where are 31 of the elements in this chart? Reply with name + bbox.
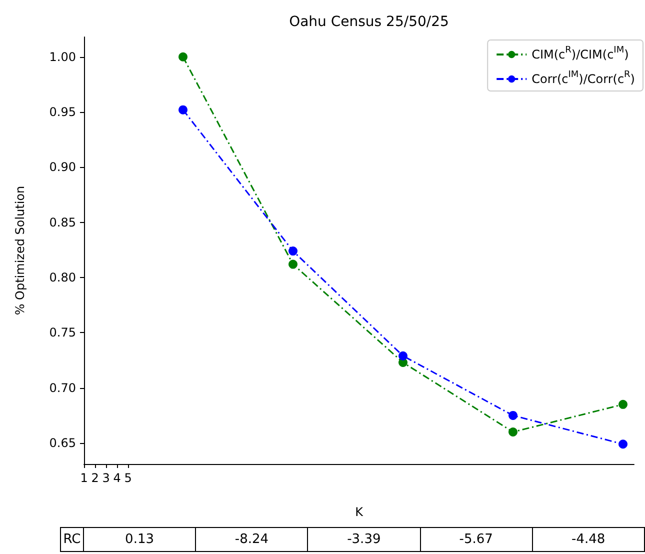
point [618,440,628,449]
x-tick-label: 2 [91,471,99,485]
y-tick-label: 0.75 [49,326,76,340]
point [508,410,518,420]
y-tick-label: 0.90 [49,160,76,174]
y-tick-label: 0.70 [49,380,76,395]
y-tick-label: 0.65 [49,436,76,450]
text: RC [60,528,84,552]
point [288,246,298,256]
y-tick-label: 1.00 [49,50,76,64]
text: -3.39 [308,528,420,552]
point [178,105,188,114]
text: 0.13 [83,528,196,552]
x-tick-label: 4 [113,471,121,485]
x-axis-title: K [355,505,364,519]
y-tick-label: 0.95 [49,105,76,120]
point [508,428,518,436]
y-axis-title: % Optimized Solution [13,186,27,316]
text: -8.24 [196,528,308,552]
x-tick-label: 3 [102,471,110,485]
point [178,52,188,62]
y-tick-label: 0.85 [49,215,76,230]
x-tick-label: 1 [80,471,88,485]
point [618,400,628,409]
text: -4.48 [532,528,644,552]
y-tick-label: 0.80 [49,270,76,285]
point [288,260,298,269]
x-tick-label: 5 [124,471,132,485]
text: -5.67 [420,528,532,552]
point [398,351,408,360]
chart-title: Oahu Census 25/50/25 [289,14,449,30]
